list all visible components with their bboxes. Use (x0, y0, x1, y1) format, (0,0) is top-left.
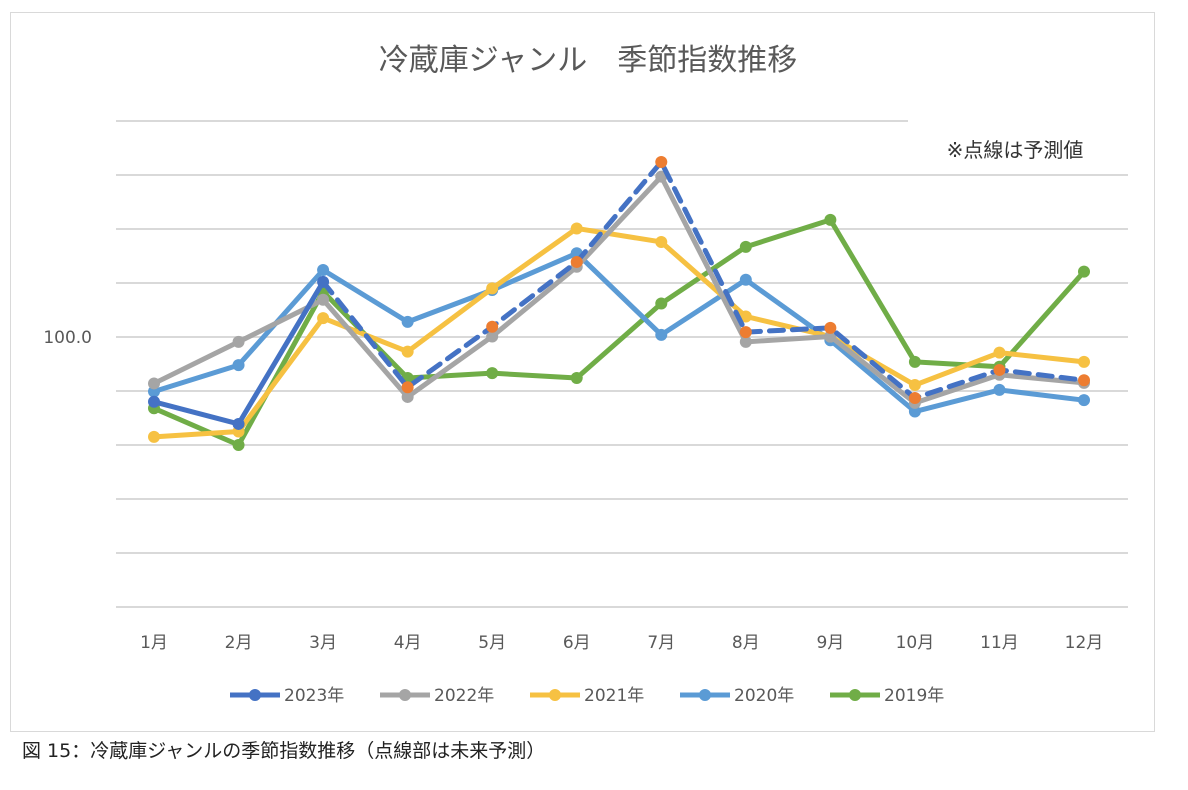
series-2023-forecast-point (1078, 374, 1090, 387)
series-2021-point (401, 345, 414, 358)
series-2023-point (148, 395, 160, 408)
series-2023-forecast-point (908, 392, 921, 405)
series-2023-forecast-line (320, 159, 1087, 401)
series-2019-point (908, 355, 921, 368)
legend-marker (549, 689, 561, 701)
x-tick-label: 8月 (732, 633, 760, 653)
series-2021-line (151, 225, 1087, 440)
legend-label: 2023年 (284, 686, 344, 706)
series-2021-point (655, 235, 668, 248)
series-2023-forecast-point (401, 381, 414, 394)
x-tick-label: 9月 (816, 633, 844, 653)
series-2021-point (570, 222, 583, 235)
series-2020-point (1078, 394, 1090, 407)
x-tick-label: 12月 (1065, 633, 1104, 653)
series-2022-point (401, 390, 414, 403)
series-2022-point (317, 293, 330, 306)
series-2021-point (908, 379, 921, 392)
x-tick-label: 1月 (140, 633, 168, 653)
series-2021-point (486, 282, 499, 295)
legend-label: 2019年 (884, 686, 944, 706)
series-2020-point (655, 328, 668, 341)
series-2022-point (486, 330, 499, 343)
series-2023-forecast-point (486, 320, 499, 333)
chart-title: 冷蔵庫ジャンル 季節指数推移 (379, 43, 798, 78)
legend-label: 2022年 (434, 686, 494, 706)
x-tick-label: 4月 (394, 633, 422, 653)
series-2022-point (232, 335, 245, 348)
series-2022-point (739, 335, 752, 348)
x-tick-label: 6月 (563, 633, 591, 653)
series-2020-point (401, 315, 414, 328)
x-tick-label: 11月 (980, 633, 1019, 653)
series-2019-point (824, 213, 837, 226)
x-tick-label: 10月 (896, 633, 935, 653)
x-tick-label: 3月 (309, 633, 337, 653)
series-2019-point (739, 240, 752, 253)
series-2021-point (739, 310, 752, 323)
legend-label: 2020年 (734, 686, 794, 706)
series-2023-forecast-point (824, 321, 837, 334)
series-2019-point (1078, 265, 1090, 278)
figure-caption: 図 15：冷蔵庫ジャンルの季節指数推移（点線部は未来予測） (22, 740, 546, 762)
series-2023-point (232, 417, 245, 430)
series-2023-forecast-point (739, 326, 752, 339)
legend-marker (699, 689, 711, 701)
series-2020-point (232, 359, 245, 372)
series-2020-point (993, 383, 1006, 396)
legend-marker (249, 689, 261, 701)
x-tick-label: 5月 (478, 633, 506, 653)
series-2019-line (151, 217, 1087, 448)
x-tick-label: 7月 (647, 633, 675, 653)
series-2020-point (908, 405, 921, 418)
series-2019-point (655, 297, 668, 310)
legend-marker (849, 689, 861, 701)
series-2023-forecast-point (570, 255, 583, 268)
series-2022-point (824, 330, 837, 343)
legend-marker (399, 689, 411, 701)
series-2023-forecast-point (993, 363, 1006, 376)
y-tick-label: 100.0 (43, 328, 92, 348)
chart-frame (10, 12, 1155, 732)
series-2021-point (317, 312, 330, 325)
series-2020-point (739, 273, 752, 286)
series-2021-point (1078, 355, 1090, 368)
series-2022-point (148, 377, 160, 390)
series-2023-forecast-point (655, 156, 668, 169)
series-2021-point (993, 346, 1006, 359)
series-2019-point (570, 372, 583, 385)
forecast-note: ※点線は予測値 (947, 138, 1084, 162)
series-2020-point (317, 264, 330, 277)
series-2019-point (232, 439, 245, 451)
legend-label: 2021年 (584, 686, 644, 706)
series-2020-line (151, 250, 1087, 415)
x-tick-label: 2月 (225, 633, 253, 653)
series-2021-point (148, 430, 160, 443)
series-2019-point (486, 367, 499, 380)
